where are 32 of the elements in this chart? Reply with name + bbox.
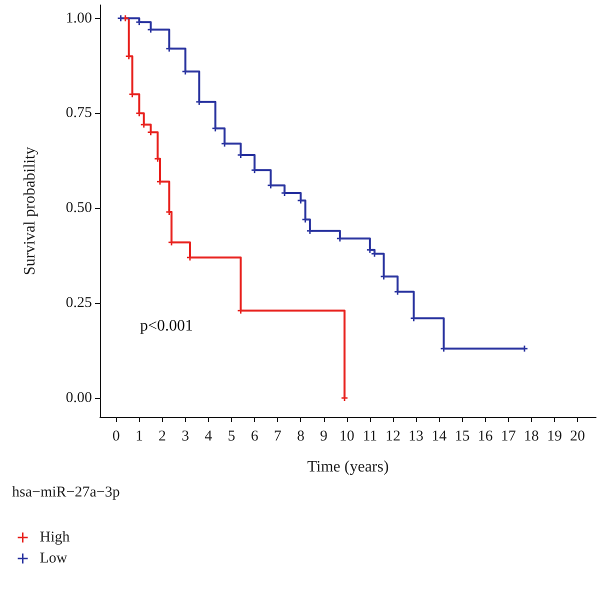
x-tick-label: 16 bbox=[478, 428, 494, 444]
x-tick-label: 0 bbox=[112, 428, 120, 444]
x-tick-label: 2 bbox=[158, 428, 166, 444]
x-tick-label: 7 bbox=[274, 428, 282, 444]
y-tick-label: 0.25 bbox=[66, 295, 92, 312]
x-tick-label: 17 bbox=[500, 428, 516, 444]
x-tick-label: 6 bbox=[250, 428, 259, 444]
x-tick-label: 15 bbox=[454, 428, 470, 444]
y-axis-title: Survival probability bbox=[22, 146, 38, 276]
legend-label: Low bbox=[40, 550, 68, 566]
x-tick-label: 20 bbox=[570, 428, 586, 444]
x-tick-label: 4 bbox=[204, 428, 213, 444]
x-tick-label: 19 bbox=[546, 428, 562, 444]
x-tick-label: 5 bbox=[228, 428, 236, 444]
annotation: p<0.001 bbox=[140, 318, 194, 334]
legend-title: hsa−miR−27a−3p bbox=[12, 484, 120, 500]
x-tick-label: 12 bbox=[385, 428, 400, 444]
y-tick-label: 0.00 bbox=[66, 390, 92, 406]
x-tick-label: 11 bbox=[362, 428, 378, 444]
x-axis-title: Time (years) bbox=[307, 458, 389, 476]
x-tick-label: 8 bbox=[296, 428, 304, 444]
x-tick-label: 3 bbox=[182, 428, 190, 444]
y-tick-label: 1.00 bbox=[66, 10, 92, 26]
x-tick-label: 1 bbox=[135, 428, 143, 444]
x-tick-label: 10 bbox=[339, 428, 354, 444]
x-tick-label: 9 bbox=[320, 428, 328, 444]
x-tick-label: 18 bbox=[524, 428, 539, 444]
x-tick-label: 13 bbox=[408, 428, 424, 444]
legend-label: High bbox=[40, 530, 70, 546]
x-tick-label: 14 bbox=[432, 428, 448, 444]
y-tick-label: 0.75 bbox=[66, 105, 92, 122]
y-tick-label: 0.50 bbox=[66, 200, 92, 216]
